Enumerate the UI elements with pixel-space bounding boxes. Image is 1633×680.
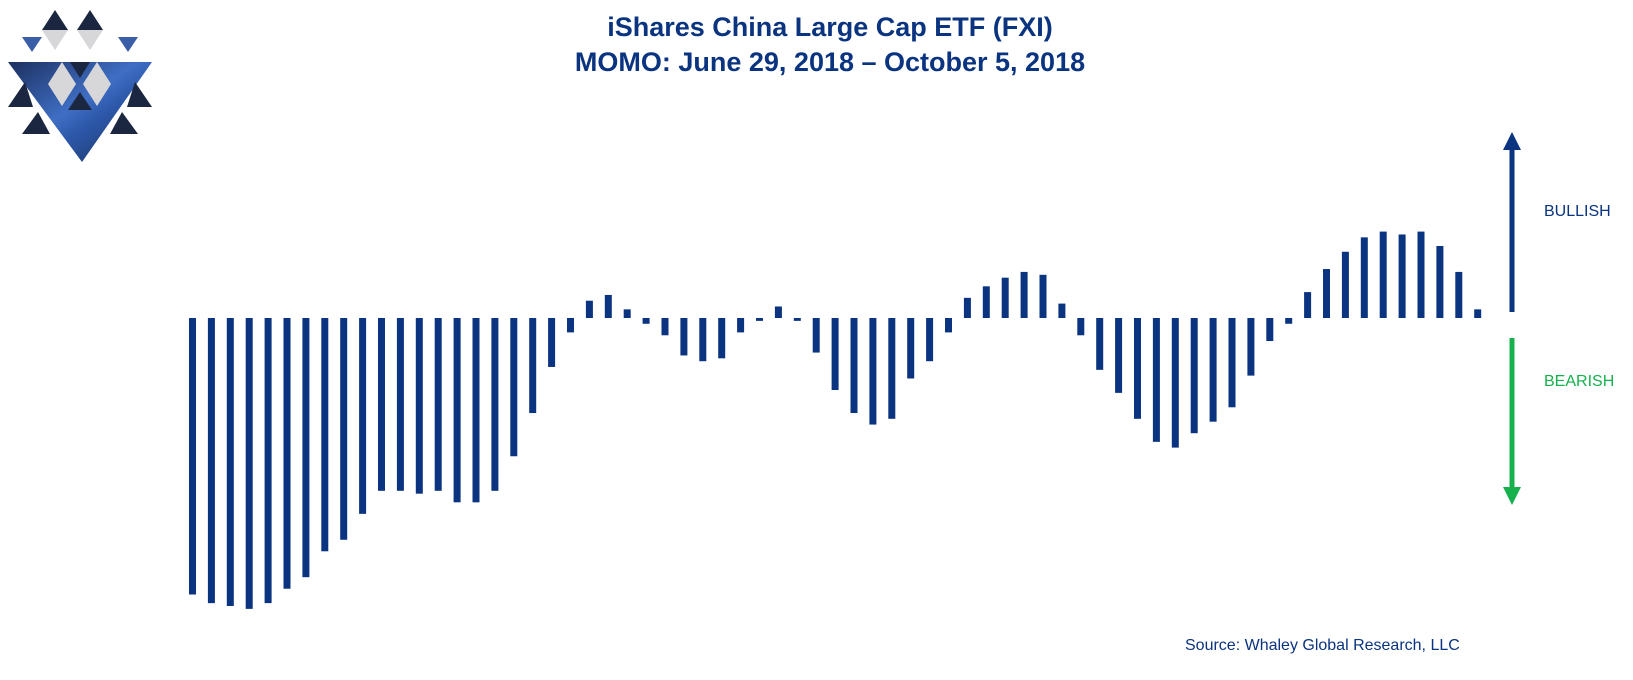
bar-2 (226, 318, 234, 606)
bar-31 (774, 306, 782, 318)
bar-49 (1115, 318, 1123, 393)
bar-17 (510, 318, 518, 457)
bar-14 (453, 318, 461, 503)
bar-52 (1171, 318, 1179, 448)
bar-41 (963, 297, 971, 318)
bar-42 (982, 286, 990, 318)
bar-36 (869, 318, 877, 425)
bar-15 (472, 318, 480, 503)
bar-45 (1039, 274, 1047, 318)
bar-67 (1455, 271, 1463, 318)
bar-65 (1417, 231, 1425, 318)
source-note: Source: Whaley Global Research, LLC (1185, 637, 1460, 654)
bar-5 (283, 318, 291, 589)
bar-26 (680, 318, 688, 356)
bar-16 (491, 318, 499, 491)
bar-32 (793, 318, 801, 321)
bar-56 (1247, 318, 1255, 376)
bar-50 (1134, 318, 1141, 419)
bar-27 (699, 318, 707, 362)
bar-9 (359, 318, 367, 514)
bar-38 (907, 318, 915, 379)
chart-title: iShares China Large Cap ETF (FXI) (607, 12, 1053, 42)
bar-20 (567, 318, 574, 333)
bar-1 (207, 318, 215, 604)
bar-60 (1323, 269, 1330, 318)
bar-23 (623, 309, 631, 318)
bar-34 (831, 318, 839, 390)
bar-10 (378, 318, 385, 491)
bar-29 (737, 318, 745, 333)
bar-44 (1020, 271, 1028, 318)
bar-47 (1077, 318, 1085, 336)
bar-30 (756, 318, 763, 321)
bar-22 (604, 294, 612, 318)
bar-59 (1304, 292, 1312, 318)
bar-6 (302, 318, 310, 578)
bar-61 (1341, 251, 1349, 318)
bar-11 (396, 318, 404, 491)
bar-51 (1152, 318, 1160, 442)
bar-3 (245, 318, 253, 609)
bar-0 (189, 318, 196, 595)
bullish-arrow (1503, 132, 1521, 312)
bar-7 (321, 318, 329, 552)
bar-66 (1436, 246, 1444, 318)
bar-43 (1001, 277, 1009, 318)
bullish-label: BULLISH (1544, 203, 1611, 220)
bar-57 (1266, 318, 1274, 342)
bar-21 (585, 300, 593, 318)
bar-35 (850, 318, 858, 414)
bar-68 (1474, 309, 1482, 318)
bar-28 (718, 318, 726, 359)
bar-58 (1285, 318, 1293, 324)
bar-40 (945, 318, 952, 333)
bar-18 (529, 318, 537, 414)
bar-12 (415, 318, 423, 494)
bar-54 (1209, 318, 1217, 422)
bar-48 (1096, 318, 1104, 370)
bar-46 (1058, 303, 1066, 318)
bar-8 (340, 318, 348, 540)
bar-24 (642, 318, 650, 324)
company-logo (8, 10, 152, 162)
bar-19 (548, 318, 556, 367)
bar-63 (1379, 231, 1387, 318)
bar-39 (926, 318, 934, 362)
bearish-arrow (1503, 338, 1521, 505)
bar-55 (1228, 318, 1236, 408)
bar-37 (888, 318, 896, 419)
bar-53 (1190, 318, 1198, 434)
chart-subtitle: MOMO: June 29, 2018 – October 5, 2018 (574, 47, 1086, 77)
bar-25 (661, 318, 669, 336)
bearish-label: BEARISH (1544, 373, 1615, 390)
bar-33 (812, 318, 820, 353)
bar-4 (264, 318, 272, 604)
bar-13 (434, 318, 442, 491)
bar-62 (1360, 237, 1368, 318)
bar-64 (1398, 234, 1406, 318)
bars-group (189, 231, 1482, 609)
